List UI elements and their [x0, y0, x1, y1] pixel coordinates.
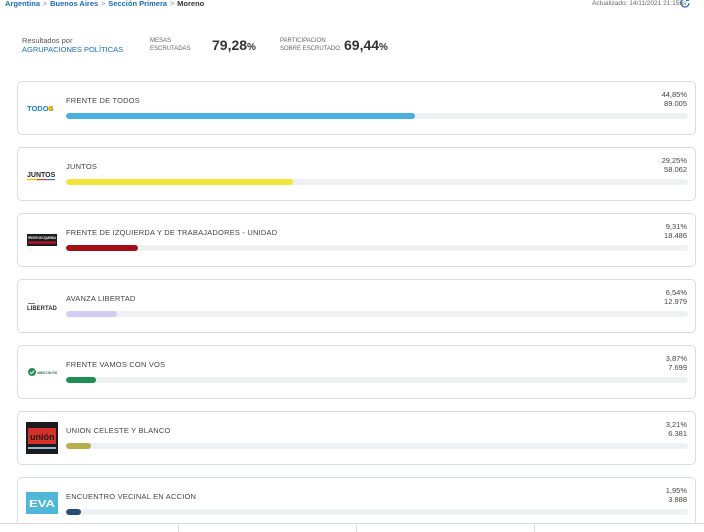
progress-track: [66, 245, 688, 251]
frente-izquierda-logo: FRENTE DE IZQUIERDA: [27, 234, 57, 246]
breadcrumb: Argentina > Buenos Aires > Sección Primera > M…: [5, 0, 204, 8]
breadcrumb-item-country[interactable]: Argentina: [5, 0, 41, 8]
party-card-vamos-con-vos[interactable]: VAMOS CON VOS FRENTE VAMOS CON VOS 3,87%…: [17, 345, 696, 399]
party-votes: 58.062: [664, 164, 687, 174]
mesas-label-line1: MESAS: [150, 38, 172, 44]
progress-track: [66, 443, 688, 449]
mesas-value: 79,28%: [212, 37, 256, 53]
progress-fill: [66, 113, 415, 119]
party-result: 3,21% 6.381: [665, 420, 687, 438]
results-title-line1: Resultados por: [22, 36, 73, 45]
party-name: FRENTE DE IZQUIERDA Y DE TRABAJADORES - …: [66, 228, 278, 237]
party-result: 44,85% 89.005: [661, 90, 687, 108]
party-result: 1,95% 3.888: [665, 486, 687, 504]
breadcrumb-separator: >: [170, 1, 175, 8]
progress-track: [66, 179, 688, 185]
breadcrumb-item-section[interactable]: Sección Primera: [108, 0, 168, 8]
breadcrumb-separator: >: [101, 1, 106, 8]
progress-fill: [66, 509, 82, 515]
divider: [178, 524, 179, 532]
divider: [356, 524, 357, 532]
progress-track: [66, 311, 688, 317]
party-votes: 12.979: [664, 296, 687, 306]
progress-fill: [66, 443, 91, 449]
svg-text:FRENTE DE IZQUIERDA: FRENTE DE IZQUIERDA: [28, 236, 56, 240]
party-name: FRENTE DE TODOS: [66, 96, 140, 105]
party-result: 29,25% 58.062: [661, 156, 687, 174]
party-percent: 3,87%: [665, 354, 687, 363]
avanza-libertad-logo: LIBERTAD: [27, 303, 58, 312]
refresh-icon[interactable]: [679, 0, 691, 9]
party-votes: 3.888: [668, 494, 687, 504]
breadcrumb-item-province[interactable]: Buenos Aires: [50, 0, 99, 8]
mesas-label-line2: ESCRUTADAS: [150, 45, 191, 52]
party-percent: 29,25%: [661, 156, 687, 165]
progress-fill: [66, 377, 97, 383]
svg-text:unión: unión: [30, 432, 55, 442]
party-card-fit-unidad[interactable]: FRENTE DE IZQUIERDA FRENTE DE IZQUIERDA …: [17, 213, 696, 267]
participation-value: 69,44%: [344, 37, 388, 53]
juntos-logo: JUNTOS: [27, 172, 56, 181]
participation-label-line1: PARTICIPACION: [280, 38, 326, 44]
party-name: JUNTOS: [66, 162, 98, 171]
svg-text:VAMOS CON VOS: VAMOS CON VOS: [37, 371, 58, 375]
party-percent: 3,21%: [665, 420, 687, 429]
last-updated-text: Actualizado: 14/11/2021 21:15hs: [592, 0, 687, 7]
party-result: 6,54% 12.979: [664, 288, 687, 306]
party-votes: 7.699: [668, 362, 687, 372]
party-result: 9,31% 18.486: [664, 222, 687, 240]
svg-text:JUNTOS: JUNTOS: [27, 172, 56, 179]
party-percent: 9,31%: [665, 222, 687, 231]
progress-track: [66, 509, 688, 515]
progress-track: [66, 377, 688, 383]
results-title-line2: AGRUPACIONES POLÍTICAS: [22, 45, 124, 54]
top-bar: Argentina > Buenos Aires > Sección Primera > M…: [0, 0, 704, 14]
participation-label-line2: SOBRE ESCRUTADO: [280, 45, 340, 52]
party-card-union-celeste-blanco[interactable]: unión UNION CELESTE Y BLANCO 3,21% 6.381: [17, 411, 696, 465]
frente-de-todos-logo: TODOS: [27, 104, 54, 113]
party-card-avanza-libertad[interactable]: LIBERTAD AVANZA LIBERTAD 6,54% 12.979: [17, 279, 696, 333]
vamos-con-vos-logo: VAMOS CON VOS: [28, 368, 58, 376]
mesas-value-unit: %: [247, 42, 256, 53]
party-name: AVANZA LIBERTAD: [66, 294, 136, 303]
progress-fill: [66, 245, 139, 251]
mesas-value-number: 79,28: [212, 37, 248, 53]
summary-row: Resultados por AGRUPACIONES POLÍTICAS ME…: [0, 30, 704, 60]
divider: [534, 524, 535, 532]
breadcrumb-separator: >: [43, 1, 48, 8]
bottom-card-strip: [0, 523, 704, 532]
results-title: Resultados por AGRUPACIONES POLÍTICAS: [22, 36, 123, 54]
party-percent: 1,95%: [665, 486, 687, 495]
svg-text:LIBERTAD: LIBERTAD: [27, 306, 58, 312]
party-result: 3,87% 7.699: [665, 354, 687, 372]
party-card-juntos[interactable]: JUNTOS JUNTOS 29,25% 58.062: [17, 147, 696, 201]
participation-value-number: 69,44: [344, 37, 380, 53]
party-name: UNION CELESTE Y BLANCO: [66, 426, 171, 435]
party-name: ENCUENTRO VECINAL EN ACCION: [66, 492, 197, 501]
party-percent: 44,85%: [661, 90, 687, 99]
party-name: FRENTE VAMOS CON VOS: [66, 360, 166, 369]
breadcrumb-current: Moreno: [177, 0, 205, 8]
party-votes: 89.005: [664, 98, 687, 108]
mesas-label: MESAS ESCRUTADAS: [150, 38, 191, 53]
svg-text:EVA: EVA: [29, 499, 55, 510]
participation-label: PARTICIPACION SOBRE ESCRUTADO: [280, 38, 340, 53]
party-votes: 6.381: [668, 428, 687, 438]
party-votes: 18.486: [664, 230, 687, 240]
progress-fill: [66, 179, 294, 185]
participation-value-unit: %: [379, 42, 388, 53]
party-card-frente-de-todos[interactable]: TODOS FRENTE DE TODOS 44,85% 89.005: [17, 81, 696, 135]
progress-fill: [66, 311, 117, 317]
party-percent: 6,54%: [665, 288, 687, 297]
union-celeste-blanco-logo: unión: [26, 422, 58, 454]
encuentro-vecinal-logo: EVA: [26, 492, 58, 514]
progress-track: [66, 113, 688, 119]
svg-text:TODOS: TODOS: [27, 104, 54, 113]
